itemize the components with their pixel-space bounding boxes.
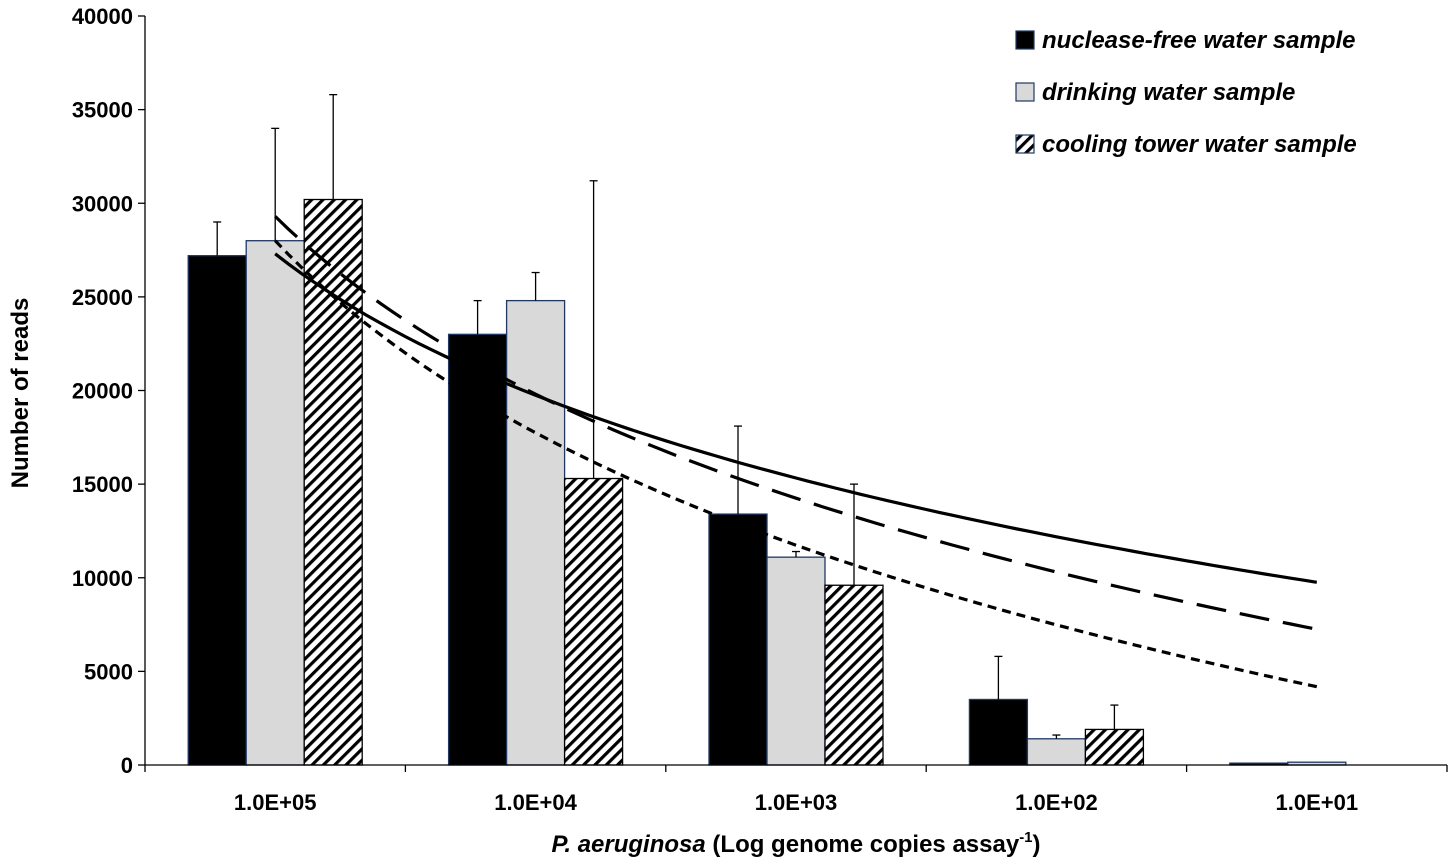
y-tick-label-8: 35000 [72, 98, 133, 123]
x-axis-title-close: ) [1033, 831, 1041, 858]
y-tick-label-7: 30000 [72, 191, 133, 216]
legend-label-3: cooling tower water sample [1042, 131, 1357, 158]
y-tick-label-6: 25000 [72, 285, 133, 310]
x-tick-label-1: 1.0E+05 [234, 790, 317, 815]
bar-1-2 [447, 333, 508, 766]
bar-2-2 [505, 299, 566, 766]
bar-3-2 [563, 477, 624, 766]
y-tick-label-9: 40000 [72, 4, 133, 29]
bar-3-4 [1084, 728, 1145, 766]
y-tick-label-3: 10000 [72, 566, 133, 591]
x-axis-title: P. aeruginosa (Log genome copies assay-1… [551, 829, 1040, 858]
y-axis-title: Number of reads [7, 298, 34, 489]
x-axis-title-italic: P. aeruginosa [551, 831, 705, 858]
x-axis-title-sup: -1 [1019, 829, 1032, 846]
x-tick-label-3: 1.0E+03 [755, 790, 838, 815]
bar-1-3 [708, 513, 768, 766]
trendline-2 [274, 215, 1318, 631]
bar-2-4 [1026, 738, 1087, 766]
bar-2-1 [245, 240, 305, 766]
trendline-3 [274, 239, 1318, 689]
y-tick-label-4: 15000 [72, 472, 133, 497]
x-tick-label-5: 1.0E+01 [1276, 790, 1359, 815]
legend-swatch-2 [1015, 82, 1035, 102]
legend-swatch-1 [1015, 30, 1035, 50]
bar-1-4 [968, 698, 1029, 766]
bar-1-1 [187, 255, 247, 766]
bar-2-3 [766, 556, 826, 766]
trendline-1 [274, 252, 1318, 584]
legend-label-1: nuclease-free water sample [1042, 27, 1356, 54]
y-tick-label-2: 5000 [84, 659, 133, 684]
legend-swatch-3 [1015, 134, 1035, 154]
x-tick-label-2: 1.0E+04 [494, 790, 577, 815]
x-tick-label-4: 1.0E+02 [1015, 790, 1098, 815]
x-axis-title-main: (Log genome copies assay [706, 831, 1020, 858]
bar-3-3 [824, 584, 884, 766]
y-tick-label-1: 0 [121, 753, 133, 778]
y-tick-label-5: 20000 [72, 379, 133, 404]
legend-label-2: drinking water sample [1042, 79, 1295, 106]
